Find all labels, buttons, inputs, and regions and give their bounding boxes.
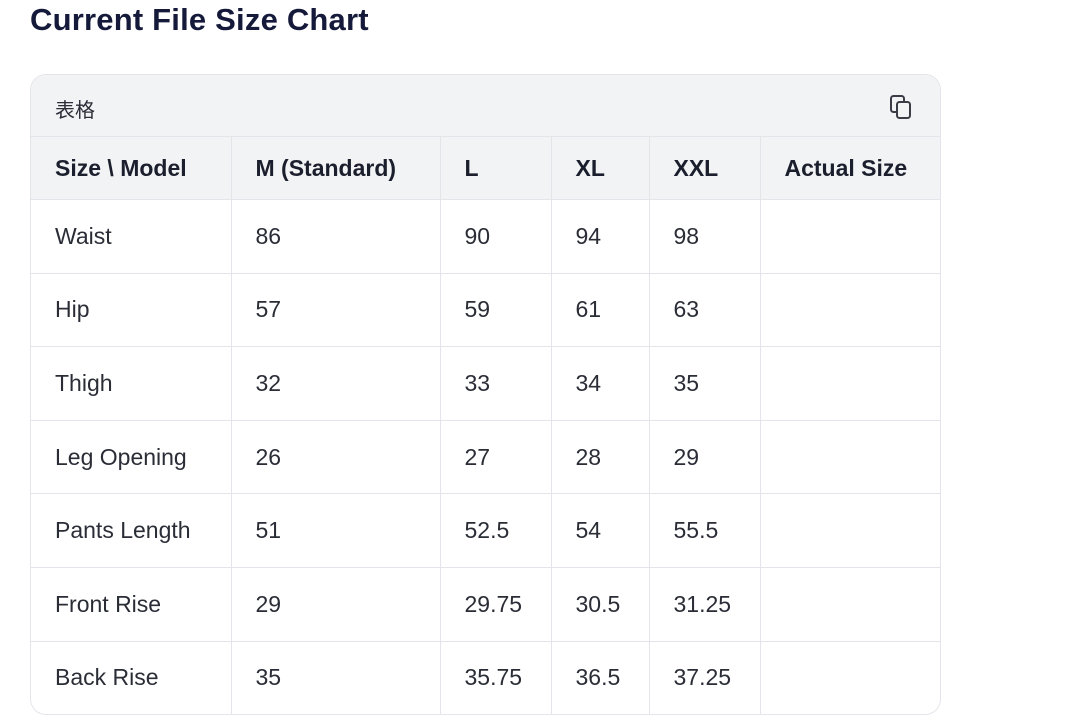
column-header: L [440,137,552,200]
table-body: Waist 86 90 94 98 Hip 57 59 61 63 Thigh 32 33 34 35 Leg… [31,199,940,714]
cell: 51 [231,493,441,568]
cell: 33 [440,346,552,421]
cell: 31.25 [649,567,761,642]
column-header: Size \ Model [31,137,232,200]
page-title: Current File Size Chart [30,2,369,37]
cell: 94 [551,199,650,274]
cell: 59 [440,273,552,348]
size-table: Size \ Model M (Standard) L XL XXL Actual Siz… [31,137,940,714]
cell: 26 [231,420,441,495]
cell: 29 [231,567,441,642]
cell: 86 [231,199,441,274]
table-row: Leg Opening 26 27 28 29 [31,420,940,495]
row-label: Pants Length [31,493,232,568]
row-label: Waist [31,199,232,274]
cell: 98 [649,199,761,274]
table-row: Thigh 32 33 34 35 [31,346,940,421]
empty-cell [760,346,940,421]
cell: 27 [440,420,552,495]
table-row: Hip 57 59 61 63 [31,273,940,348]
cell: 28 [551,420,650,495]
empty-cell [760,641,940,714]
cell: 37.25 [649,641,761,714]
empty-cell [760,567,940,642]
cell: 36.5 [551,641,650,714]
table-row: Pants Length 51 52.5 54 55.5 [31,493,940,568]
table-card-header: 表格 [31,75,940,137]
cell: 61 [551,273,650,348]
table-row: Back Rise 35 35.75 36.5 37.25 [31,641,940,714]
cell: 34 [551,346,650,421]
empty-cell [760,420,940,495]
row-label: Thigh [31,346,232,421]
cell: 90 [440,199,552,274]
cell: 35.75 [440,641,552,714]
column-header: M (Standard) [231,137,441,200]
column-header: XXL [649,137,761,200]
empty-cell [760,493,940,568]
cell: 55.5 [649,493,761,568]
row-label: Leg Opening [31,420,232,495]
cell: 35 [649,346,761,421]
column-header: XL [551,137,650,200]
cell: 30.5 [551,567,650,642]
empty-cell [760,273,940,348]
row-label: Front Rise [31,567,232,642]
cell: 29.75 [440,567,552,642]
header-row: Size \ Model M (Standard) L XL XXL Actual Siz… [31,137,940,200]
row-label: Hip [31,273,232,348]
table-row: Waist 86 90 94 98 [31,199,940,274]
cell: 29 [649,420,761,495]
empty-cell [760,199,940,274]
cell: 32 [231,346,441,421]
table-row: Front Rise 29 29.75 30.5 31.25 [31,567,940,642]
cell: 63 [649,273,761,348]
cell: 35 [231,641,441,714]
copy-button[interactable] [888,94,914,120]
table-label: 表格 [55,100,95,122]
table-card: 表格 Size \ Model M (Standard) L XL XXL Actual … [30,74,941,715]
cell: 52.5 [440,493,552,568]
cell: 54 [551,493,650,568]
row-label: Back Rise [31,641,232,714]
column-header: Actual Size [760,137,940,200]
cell: 57 [231,273,441,348]
